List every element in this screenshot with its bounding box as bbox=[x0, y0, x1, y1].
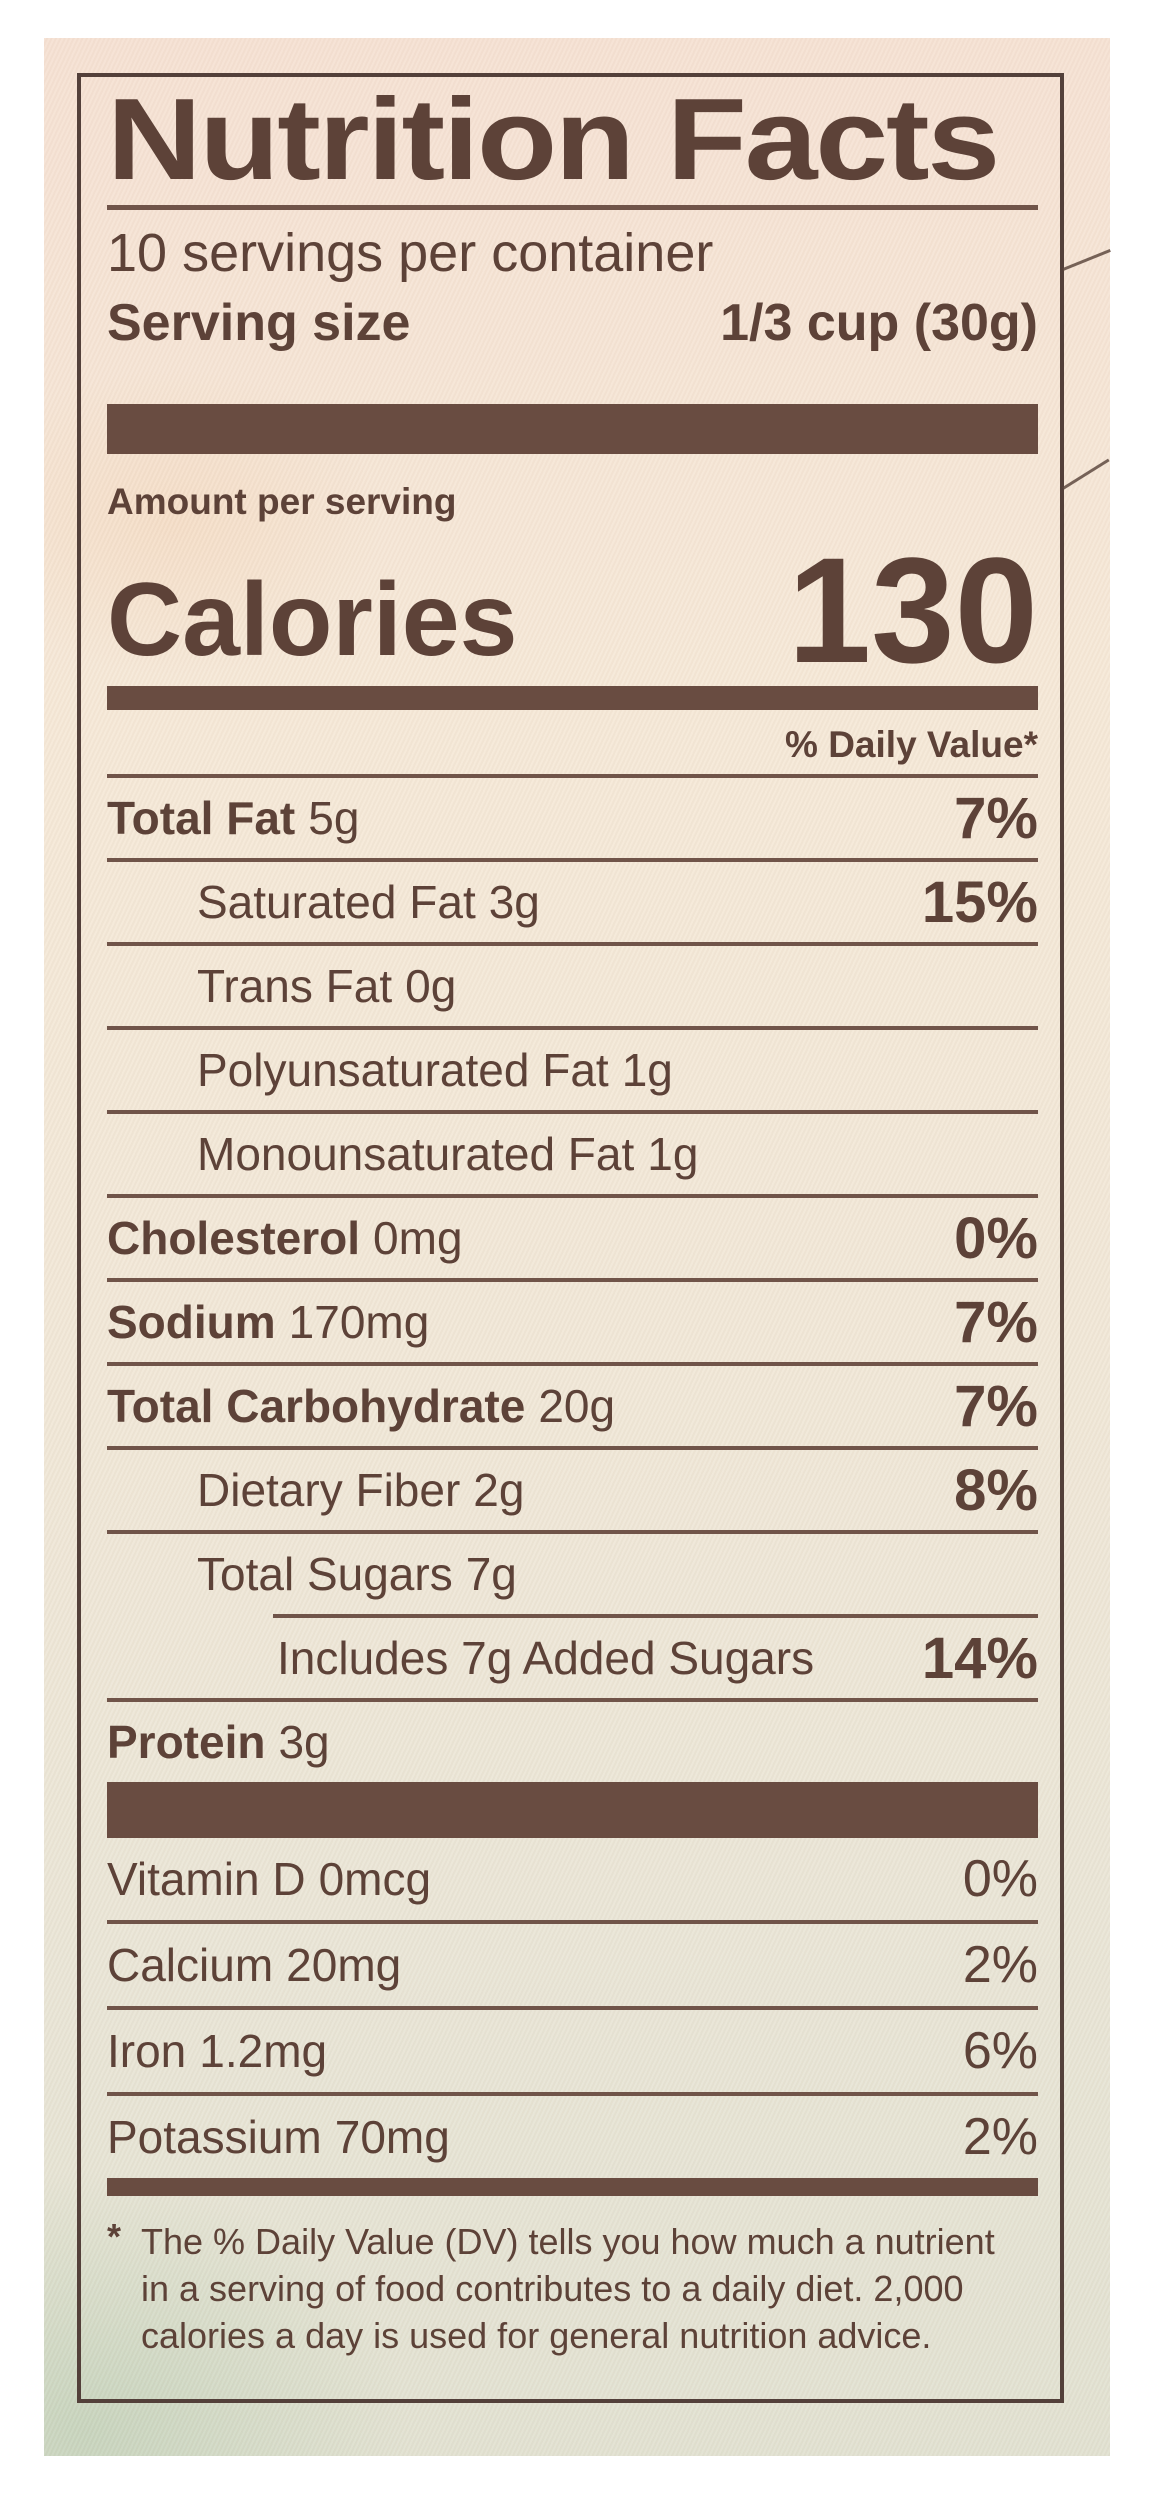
nutrient-row-trans-fat: Trans Fat 0g bbox=[107, 946, 1038, 1026]
nutrition-facts-label: Nutrition Facts 10 servings per containe… bbox=[77, 73, 1064, 2403]
nutrient-name-amount: Calcium 20mg bbox=[107, 1939, 402, 1991]
vitamin-row-vitamin-d: Vitamin D 0mcg 0% bbox=[107, 1838, 1038, 1920]
daily-value-percent: 6% bbox=[962, 2022, 1038, 2080]
nutrient-row-total-carbohydrate: Total Carbohydrate 20g 7% bbox=[107, 1366, 1038, 1446]
daily-value-percent: 7% bbox=[954, 1289, 1038, 1355]
daily-value-percent: 2% bbox=[962, 2108, 1038, 2166]
row-divider bbox=[107, 1698, 1038, 1702]
nutrient-row-total-sugars: Total Sugars 7g bbox=[107, 1534, 1038, 1614]
divider-medium bbox=[107, 686, 1038, 710]
footnote: * The % Daily Value (DV) tells you how m… bbox=[107, 2216, 1038, 2359]
package-fold-line bbox=[1062, 249, 1111, 271]
row-divider bbox=[107, 942, 1038, 946]
nutrient-name-amount: Monounsaturated Fat 1g bbox=[197, 1128, 699, 1180]
nutrient-row-total-fat: Total Fat 5g 7% bbox=[107, 778, 1038, 858]
package-fold-line bbox=[1062, 458, 1110, 490]
daily-value-header: % Daily Value* bbox=[785, 724, 1038, 765]
footnote-asterisk: * bbox=[107, 2216, 122, 2257]
row-divider bbox=[273, 1614, 1038, 1618]
daily-value-percent: 0% bbox=[962, 1850, 1038, 1908]
daily-value-percent: 0% bbox=[954, 1205, 1038, 1271]
nutrient-name-amount: Total Fat 5g bbox=[107, 792, 360, 844]
daily-value-percent: 7% bbox=[954, 1373, 1038, 1439]
nutrient-name-amount: Saturated Fat 3g bbox=[197, 876, 540, 928]
nutrient-name-amount: Includes 7g Added Sugars bbox=[277, 1632, 815, 1684]
vitamin-rows: Vitamin D 0mcg 0% Calcium 20mg 2% Iron 1.2mg 6% P… bbox=[107, 1838, 1038, 2178]
divider-thick-middle bbox=[107, 1782, 1038, 1838]
row-divider bbox=[107, 2006, 1038, 2010]
nutrient-row-dietary-fiber: Dietary Fiber 2g 8% bbox=[107, 1450, 1038, 1530]
title-divider bbox=[107, 205, 1038, 210]
row-divider bbox=[107, 858, 1038, 862]
row-divider bbox=[107, 1194, 1038, 1198]
nutrient-name-amount: Trans Fat 0g bbox=[197, 960, 457, 1012]
servings-per-container: 10 servings per container bbox=[107, 223, 714, 283]
nutrient-row-polyunsaturated-fat: Polyunsaturated Fat 1g bbox=[107, 1030, 1038, 1110]
nutrient-name-amount: Potassium 70mg bbox=[107, 2111, 450, 2163]
row-divider bbox=[107, 1278, 1038, 1282]
daily-value-percent: 2% bbox=[962, 1936, 1038, 1994]
nutrient-name-amount: Cholesterol 0mg bbox=[107, 1212, 463, 1264]
amount-per-serving-label: Amount per serving bbox=[107, 481, 457, 522]
nutrient-row-saturated-fat: Saturated Fat 3g 15% bbox=[107, 862, 1038, 942]
nutrient-row-protein: Protein 3g bbox=[107, 1702, 1038, 1782]
calories-row: Calories 130 bbox=[107, 522, 1038, 694]
nutrient-name-amount: Dietary Fiber 2g bbox=[197, 1464, 525, 1516]
nutrient-row-sodium: Sodium 170mg 7% bbox=[107, 1282, 1038, 1362]
nutrient-row-cholesterol: Cholesterol 0mg 0% bbox=[107, 1198, 1038, 1278]
nutrient-name-amount: Total Sugars 7g bbox=[197, 1548, 517, 1600]
row-divider bbox=[107, 1362, 1038, 1366]
daily-value-percent: 7% bbox=[954, 785, 1038, 851]
row-divider bbox=[107, 1026, 1038, 1030]
daily-value-percent: 8% bbox=[954, 1457, 1038, 1523]
nutrient-rows: Total Fat 5g 7% Saturated Fat 3g 15% Trans Fat… bbox=[107, 778, 1038, 1782]
serving-size-label: Serving size bbox=[107, 294, 411, 352]
nutrient-row-includes-7g-added-sugars: Includes 7g Added Sugars 14% bbox=[107, 1618, 1038, 1698]
nutrient-name-amount: Total Carbohydrate 20g bbox=[107, 1380, 616, 1432]
nutrient-name-amount: Vitamin D 0mcg bbox=[107, 1853, 432, 1905]
calories-value: 130 bbox=[787, 526, 1038, 694]
row-divider bbox=[107, 1446, 1038, 1450]
calories-label: Calories bbox=[107, 562, 518, 679]
divider-thick-bottom bbox=[107, 2178, 1038, 2196]
nutrient-name-amount: Sodium 170mg bbox=[107, 1296, 430, 1348]
footnote-text: The % Daily Value (DV) tells you how muc… bbox=[141, 2221, 995, 2356]
daily-value-percent: 15% bbox=[921, 869, 1038, 935]
serving-size-row: Serving size 1/3 cup (30g) bbox=[107, 294, 1038, 352]
vitamin-row-iron: Iron 1.2mg 6% bbox=[107, 2010, 1038, 2092]
package-photo: Nutrition Facts 10 servings per containe… bbox=[44, 38, 1111, 2456]
row-divider bbox=[107, 1110, 1038, 1114]
nutrient-name-amount: Iron 1.2mg bbox=[107, 2025, 328, 2077]
row-divider bbox=[107, 1920, 1038, 1924]
nutrient-name-amount: Protein 3g bbox=[107, 1716, 330, 1768]
row-divider bbox=[107, 2092, 1038, 2096]
daily-value-divider bbox=[107, 774, 1038, 778]
row-divider bbox=[107, 1530, 1038, 1534]
label-title: Nutrition Facts bbox=[107, 74, 1000, 204]
vitamin-row-potassium: Potassium 70mg 2% bbox=[107, 2096, 1038, 2178]
vitamin-row-calcium: Calcium 20mg 2% bbox=[107, 1924, 1038, 2006]
nutrient-row-monounsaturated-fat: Monounsaturated Fat 1g bbox=[107, 1114, 1038, 1194]
divider-thick-top bbox=[107, 404, 1038, 454]
nutrient-name-amount: Polyunsaturated Fat 1g bbox=[197, 1044, 673, 1096]
daily-value-percent: 14% bbox=[921, 1625, 1038, 1691]
serving-size-value: 1/3 cup (30g) bbox=[720, 294, 1038, 352]
